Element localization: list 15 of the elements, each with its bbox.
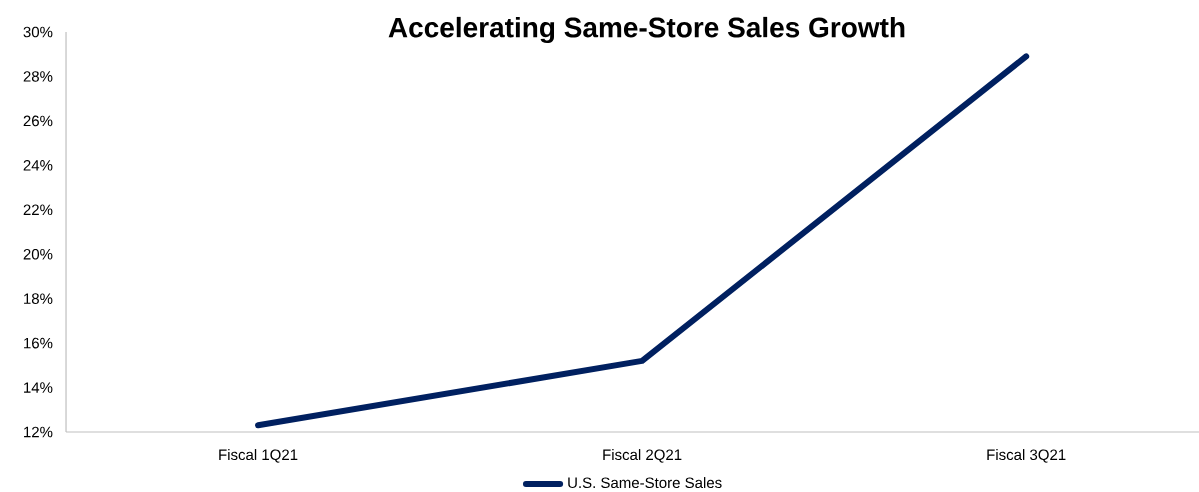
x-tick-label: Fiscal 3Q21: [987, 449, 1066, 463]
legend-label: U.S. Same-Store Sales: [568, 477, 722, 489]
x-tick-label: Fiscal 1Q21: [219, 449, 298, 463]
y-tick-label: 12%: [24, 426, 53, 438]
y-tick-label: 28%: [23, 71, 53, 82]
y-tick-label: 16%: [24, 337, 53, 349]
y-tick-label: 18%: [24, 293, 53, 304]
y-tick-label: 20%: [23, 248, 53, 260]
chart-title: Accelerating Same-Store Sales Growth: [388, 16, 905, 44]
y-tick-label: 26%: [23, 115, 53, 127]
x-tick-label: Fiscal 2Q21: [603, 449, 682, 463]
y-tick-label: 24%: [23, 160, 53, 171]
y-tick-label: 30%: [23, 26, 53, 38]
y-tick-label: 22%: [23, 204, 53, 216]
y-tick-label: 14%: [24, 382, 53, 393]
